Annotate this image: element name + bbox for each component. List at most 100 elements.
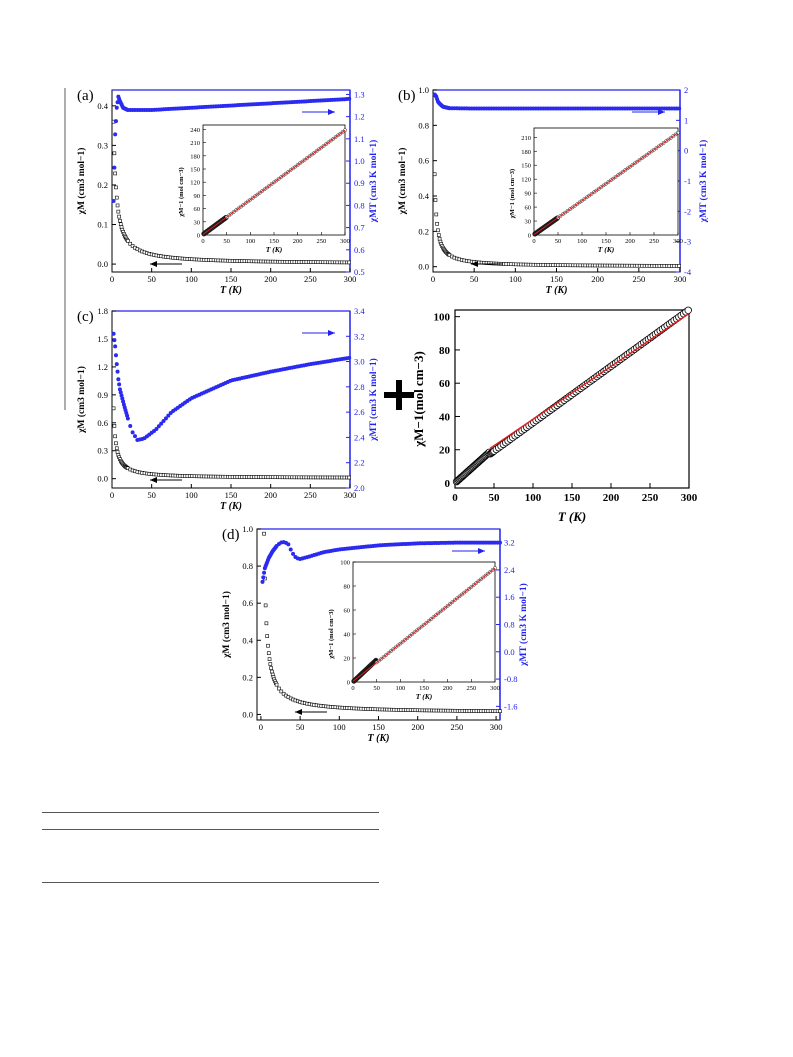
x-tick-label: 200 — [603, 492, 620, 504]
chi-point — [266, 651, 271, 656]
chiT-point — [111, 198, 116, 203]
inset-x-tick-label: 200 — [293, 238, 303, 245]
y-right-tick-label: 3.2 — [504, 538, 515, 548]
y-right-tick-label: 0.6 — [354, 245, 365, 255]
y-left-tick-label: 0.0 — [97, 259, 108, 269]
x-tick-label: 250 — [451, 722, 464, 732]
chiT-point — [112, 165, 117, 170]
chi-point — [115, 450, 120, 454]
x-tick-label: 250 — [304, 274, 317, 284]
y-tick-label: 20 — [439, 445, 451, 457]
y-left-tick-label: 0.3 — [97, 140, 108, 150]
y-left-tick-label: 0.4 — [97, 101, 108, 111]
panel-inverse-chi: 0 50 100 150 200 250 300 0 20 40 60 80 100 T (K) χM−1(… — [411, 306, 698, 524]
chiT-point — [118, 390, 123, 395]
y-right-tick-label: 1 — [684, 115, 688, 125]
chiT-point — [159, 421, 164, 426]
x-tick-label: 150 — [225, 274, 238, 284]
chi-point — [347, 260, 352, 265]
chi-point — [128, 241, 133, 246]
inset-y-axis-label: χM−1 (mol cm−3) — [509, 169, 516, 219]
right-arrow-head — [478, 548, 485, 554]
x-tick-label: 300 — [344, 490, 357, 500]
inset-y-tick-label: 240 — [190, 127, 200, 134]
chi-point — [118, 222, 123, 227]
x-tick-label: 50 — [296, 722, 305, 732]
y-left-tick-label: 0.0 — [242, 709, 253, 719]
y-left-tick-label: 0.2 — [97, 180, 108, 190]
inset-fit-line — [533, 132, 679, 236]
x-tick-label: 100 — [509, 274, 522, 284]
y-left-tick-label: 1.0 — [242, 524, 253, 534]
y-right-axis-label: χMT (cm3 K mol−1) — [518, 583, 529, 667]
data-point — [684, 306, 692, 314]
inset-x-tick-label: 50 — [223, 238, 230, 245]
inset-y-axis-label: χM−1 (mol cm−3) — [178, 167, 185, 217]
y-right-tick-label: -0.8 — [504, 674, 517, 684]
y-left-tick-label: 0.4 — [242, 635, 253, 645]
x-tick-label: 100 — [185, 490, 198, 500]
x-axis-label: T (K) — [220, 285, 242, 296]
y-left-tick-label: 1.2 — [97, 362, 108, 372]
y-tick-label: 100 — [434, 312, 451, 324]
x-tick-label: 300 — [344, 274, 357, 284]
x-tick-label: 200 — [411, 722, 424, 732]
fit-line — [489, 312, 690, 449]
chi-point — [114, 441, 118, 446]
chi-point — [112, 424, 117, 428]
chiT-point — [114, 362, 119, 367]
inset-x-axis-label: T (K) — [266, 245, 283, 254]
inset-x-tick-label: 200 — [443, 685, 453, 692]
y-tick-label: 80 — [439, 345, 451, 357]
y-tick-label: 60 — [439, 378, 451, 390]
chi-point — [281, 691, 286, 696]
y-right-tick-label: 2.0 — [354, 483, 365, 493]
x-tick-label: 250 — [632, 274, 645, 284]
inset-x-tick-label: 200 — [625, 238, 635, 245]
x-tick-label: 200 — [591, 274, 604, 284]
chi-point — [434, 212, 439, 217]
chiT-point — [117, 387, 122, 392]
chiT-point — [114, 105, 119, 110]
inset-x-tick-label: 250 — [316, 238, 326, 245]
inset-x-tick-label: 0 — [201, 238, 204, 245]
inset-y-axis-label: χM−1 (mol cm−3) — [328, 609, 335, 659]
inset-x-tick-label: 0 — [351, 685, 354, 692]
inset-y-tick-label: 120 — [190, 180, 200, 187]
chi-point — [126, 239, 130, 243]
chi-point — [117, 214, 121, 219]
x-tick-label: 0 — [452, 492, 458, 504]
y-right-tick-label: 1.2 — [354, 112, 365, 122]
inset-x-tick-label: 0 — [532, 238, 535, 245]
inset-y-tick-label: 0 — [197, 233, 200, 240]
chi-point — [266, 643, 270, 648]
inset-x-axis-label: T (K) — [598, 245, 615, 254]
y-left-tick-label: 0.3 — [97, 446, 108, 456]
chiT-point — [133, 434, 138, 439]
y-right-tick-label: 0.0 — [504, 647, 515, 657]
chiT-point — [120, 396, 125, 401]
y-right-tick-label: 0 — [684, 146, 688, 156]
inset-y-tick-label: 30 — [525, 219, 532, 226]
chiT-point — [154, 426, 159, 431]
table-rule-bottom — [42, 882, 379, 883]
chi-point — [267, 657, 272, 661]
panel-label: (c) — [77, 309, 94, 325]
chi-point — [114, 446, 119, 451]
inset-x-tick-label: 150 — [601, 238, 611, 245]
panel-b: 0 50 100 150 200 250 3000.00.20.40.60.81.0-4-3… — [397, 85, 709, 296]
inset-x-tick-label: 300 — [673, 238, 683, 245]
x-axis-label: T (K) — [368, 733, 390, 744]
y-right-tick-label: 3.0 — [354, 357, 365, 367]
y-right-tick-label: 0.5 — [354, 267, 365, 277]
y-right-axis-label: χMT (cm3 K mol−1) — [368, 140, 379, 224]
inset-plot: 0 50 100 150 200 250 300 0 30 60 90 120 150 180 210 T (… — [509, 127, 683, 254]
panel-a: 0 50 100 150 200 250 3000.00.10.20.30.40.50.60… — [76, 88, 379, 296]
chi-point — [111, 406, 116, 411]
chi-point — [113, 434, 117, 439]
inset-y-tick-label: 20 — [344, 656, 351, 663]
x-tick-label: 100 — [185, 274, 198, 284]
y-right-tick-label: 0.9 — [354, 178, 365, 188]
y-right-tick-label: 3.2 — [354, 331, 365, 341]
x-tick-label: 250 — [642, 492, 659, 504]
